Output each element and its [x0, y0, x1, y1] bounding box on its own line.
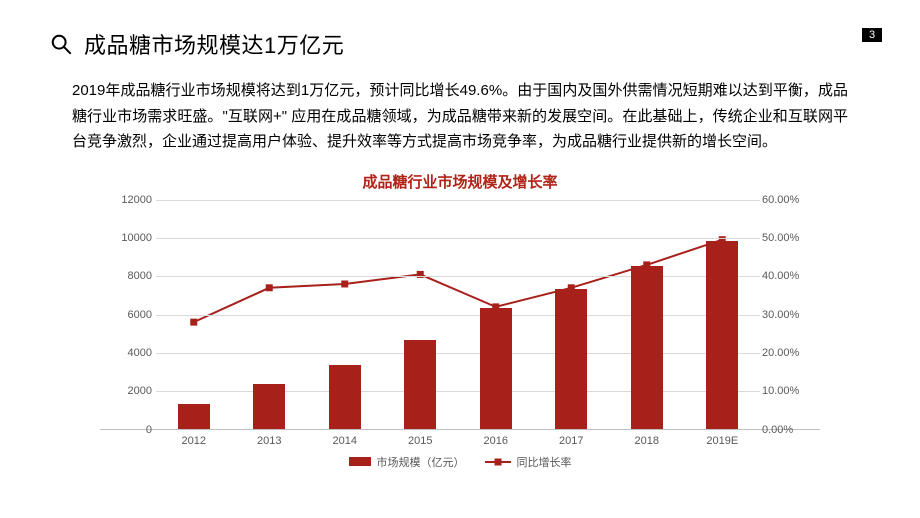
- magnifier-icon: [50, 33, 72, 55]
- xtick-label: 2013: [257, 435, 281, 447]
- bar: [706, 241, 738, 429]
- ytick-left: 0: [110, 424, 152, 436]
- body-paragraph: 2019年成品糖行业市场规模将达到1万亿元，预计同比增长49.6%。由于国内及国…: [72, 78, 848, 155]
- bar: [253, 384, 285, 428]
- bar: [480, 308, 512, 429]
- bar: [404, 340, 436, 428]
- chart-title: 成品糖行业市场规模及增长率: [100, 171, 820, 192]
- ytick-right: 20.00%: [762, 347, 812, 359]
- ytick-right: 10.00%: [762, 385, 812, 397]
- xtick-label: 2012: [182, 435, 206, 447]
- ytick-right: 40.00%: [762, 270, 812, 282]
- ytick-right: 0.00%: [762, 424, 812, 436]
- legend-line-label: 同比增长率: [517, 454, 572, 470]
- legend-bar-label: 市场规模（亿元）: [377, 454, 465, 470]
- slide-header: 成品糖市场规模达1万亿元: [50, 28, 870, 60]
- legend-item-bar: 市场规模（亿元）: [349, 454, 465, 470]
- gridline: [156, 238, 760, 239]
- page-title: 成品糖市场规模达1万亿元: [84, 28, 344, 60]
- plot-area: 20122013201420152016201720182019E: [156, 200, 760, 429]
- ytick-left: 6000: [110, 309, 152, 321]
- ytick-right: 50.00%: [762, 232, 812, 244]
- xtick-label: 2016: [484, 435, 508, 447]
- xtick-label: 2015: [408, 435, 432, 447]
- ytick-right: 60.00%: [762, 194, 812, 206]
- gridline: [156, 353, 760, 354]
- gridline: [156, 200, 760, 201]
- chart-container: 成品糖行业市场规模及增长率 20122013201420152016201720…: [100, 171, 820, 470]
- bar: [178, 404, 210, 429]
- ytick-left: 2000: [110, 385, 152, 397]
- legend-line-swatch: [485, 457, 511, 467]
- page-number-badge: 3: [862, 28, 882, 42]
- ytick-left: 10000: [110, 232, 152, 244]
- bar: [631, 266, 663, 429]
- ytick-left: 12000: [110, 194, 152, 206]
- ytick-left: 4000: [110, 347, 152, 359]
- bar: [555, 289, 587, 429]
- xtick-label: 2014: [333, 435, 357, 447]
- bar: [329, 365, 361, 428]
- gridline: [156, 391, 760, 392]
- legend-bar-swatch: [349, 457, 371, 466]
- ytick-right: 30.00%: [762, 309, 812, 321]
- xtick-label: 2019E: [706, 435, 738, 447]
- xtick-label: 2017: [559, 435, 583, 447]
- gridline: [156, 315, 760, 316]
- xtick-label: 2018: [635, 435, 659, 447]
- legend-item-line: 同比增长率: [485, 454, 572, 470]
- gridline: [156, 276, 760, 277]
- ytick-left: 8000: [110, 270, 152, 282]
- chart-legend: 市场规模（亿元） 同比增长率: [100, 454, 820, 470]
- combo-chart: 20122013201420152016201720182019E 020004…: [100, 200, 820, 430]
